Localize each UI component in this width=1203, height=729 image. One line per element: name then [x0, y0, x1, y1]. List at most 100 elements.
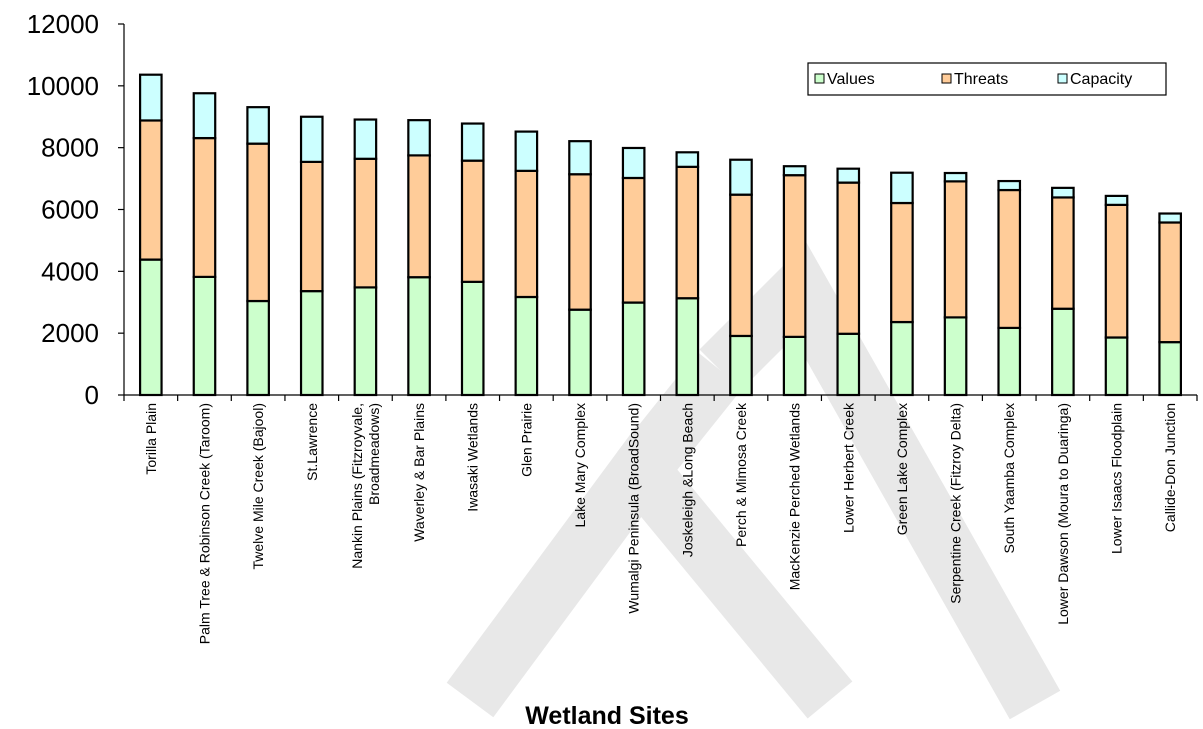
legend: Values Threats Capacity — [807, 62, 1167, 96]
bar-segment-capacity — [782, 165, 807, 177]
bar-segment-capacity — [997, 179, 1022, 192]
x-tick-label: Twelve Mile Creek (Bajool) — [250, 403, 266, 570]
legend-box — [807, 62, 1167, 96]
bar-segment-capacity — [729, 158, 753, 196]
bar-segment-capacity — [890, 171, 914, 205]
y-tick-label: 8000 — [41, 133, 99, 163]
y-tick-label: 4000 — [41, 256, 99, 286]
legend-swatch-capacity — [1057, 73, 1068, 84]
bar-segment-threats — [675, 165, 700, 300]
x-tick-label: MacKenzie Perched Wetlands — [787, 403, 803, 590]
y-tick-label: 0 — [85, 380, 99, 410]
bar-segment-capacity — [621, 146, 646, 180]
y-tick-label: 10000 — [27, 71, 99, 101]
bar-segment-threats — [460, 159, 485, 283]
x-tick-label: Lake Mary Complex — [572, 403, 588, 528]
x-tick-label: Lower Isaacs Floodplain — [1109, 403, 1125, 554]
x-tick-label: Green Lake Complex — [894, 403, 910, 535]
bar-segment-threats — [353, 157, 378, 289]
bar-segment-values — [621, 301, 646, 397]
bar-segment-capacity — [568, 140, 592, 176]
bar-segment-values — [460, 280, 485, 397]
x-tick-label: Glen Prairie — [518, 403, 534, 477]
bar-segment-capacity — [1051, 186, 1075, 199]
bar-segment-threats — [997, 188, 1022, 330]
bar-segment-threats — [1158, 221, 1182, 344]
legend-label-values: Values — [827, 71, 875, 88]
x-tick-label: Lower Herbert Creek — [840, 402, 856, 533]
x-tick-label: Wumalgi Peninsula (BroadSound) — [626, 403, 642, 614]
bar-segment-values — [890, 320, 914, 397]
bar-segment-threats — [407, 154, 431, 279]
bar-segment-values — [299, 290, 324, 397]
legend-label-capacity: Capacity — [1070, 71, 1132, 88]
bar-segment-capacity — [192, 92, 217, 140]
bar-segment-values — [836, 332, 861, 397]
bar-segment-threats — [192, 136, 217, 279]
x-tick-label: Callide-Don Junction — [1162, 403, 1178, 532]
legend-label-threats: Threats — [954, 71, 1008, 88]
bar-segment-threats — [246, 142, 270, 303]
bar-segment-threats — [568, 173, 592, 311]
bar-segment-threats — [1104, 203, 1129, 339]
bar-segment-values — [1104, 336, 1129, 397]
bar-segment-capacity — [246, 106, 270, 145]
bar-segment-values — [138, 258, 163, 397]
bar-segment-threats — [890, 201, 914, 324]
x-axis-title: Wetland Sites — [525, 702, 688, 729]
bar-segment-values — [943, 316, 968, 397]
bar-segment-values — [353, 286, 378, 397]
bar-segment-capacity — [1104, 194, 1129, 206]
x-axis: Torilla Plain Palm Tree & Robinson Creek … — [123, 394, 1198, 644]
x-tick-label: South Yaamba Complex — [1001, 403, 1017, 553]
y-tick-label: 12000 — [27, 9, 99, 39]
x-tick-label: Waverley & Bar Plains — [411, 403, 427, 542]
watermark-shape — [617, 351, 743, 489]
bar-segment-threats — [782, 174, 807, 338]
bar-segment-threats — [943, 180, 968, 319]
bar-segment-values — [246, 299, 270, 397]
legend-swatch-threats — [941, 73, 952, 84]
bar-segment-capacity — [1158, 212, 1182, 224]
bar-segment-values — [729, 334, 753, 397]
bar-segment-threats — [621, 176, 646, 304]
bar-segment-threats — [1051, 196, 1075, 310]
y-tick-label: 2000 — [41, 318, 99, 348]
x-tick-label: Serpentine Creek (Fitzroy Delta) — [948, 403, 964, 604]
x-tick-label: St.Lawrence — [304, 403, 320, 481]
x-tick-label: Iwasaki Wetlands — [465, 403, 481, 512]
bar-segment-capacity — [299, 115, 324, 163]
bar-segment-values — [192, 275, 217, 397]
bar-segment-values — [1051, 307, 1075, 397]
bar-segment-values — [1158, 341, 1182, 397]
y-tick-label: 6000 — [41, 195, 99, 225]
x-tick-label: Joskeleigh &Long Beach — [679, 403, 695, 557]
bar-segment-capacity — [514, 130, 539, 172]
bar-segment-capacity — [460, 122, 485, 162]
bars-group — [138, 73, 1182, 397]
bar-segment-values — [514, 295, 539, 397]
bar-segment-capacity — [407, 119, 431, 157]
bar-segment-threats — [299, 160, 324, 293]
x-tick-label: Perch & Mimosa Creek — [733, 402, 749, 547]
x-tick-label: Torilla Plain — [143, 403, 159, 475]
watermark-shape — [446, 422, 853, 719]
bar-segment-values — [782, 335, 807, 397]
bar-segment-capacity — [353, 118, 378, 160]
bar-segment-capacity — [943, 171, 968, 183]
bar-segment-threats — [138, 119, 163, 261]
y-axis: 0 2000 4000 6000 8000 10000 12000 — [27, 9, 125, 410]
bar-segment-values — [997, 326, 1022, 397]
bar-segment-capacity — [836, 167, 861, 184]
x-tick-label: Nankin Plains (Fitzroyvale, — [349, 403, 365, 569]
bar-segment-values — [407, 276, 431, 397]
bar-segment-capacity — [138, 73, 163, 122]
bar-segment-capacity — [675, 151, 700, 168]
bar-segment-values — [568, 308, 592, 397]
bar-segment-values — [675, 297, 700, 397]
legend-swatch-values — [814, 73, 825, 84]
bar-segment-threats — [729, 193, 753, 338]
x-tick-label: Lower Dawson (Moura to Duaringa) — [1055, 403, 1071, 625]
bar-segment-threats — [514, 169, 539, 299]
